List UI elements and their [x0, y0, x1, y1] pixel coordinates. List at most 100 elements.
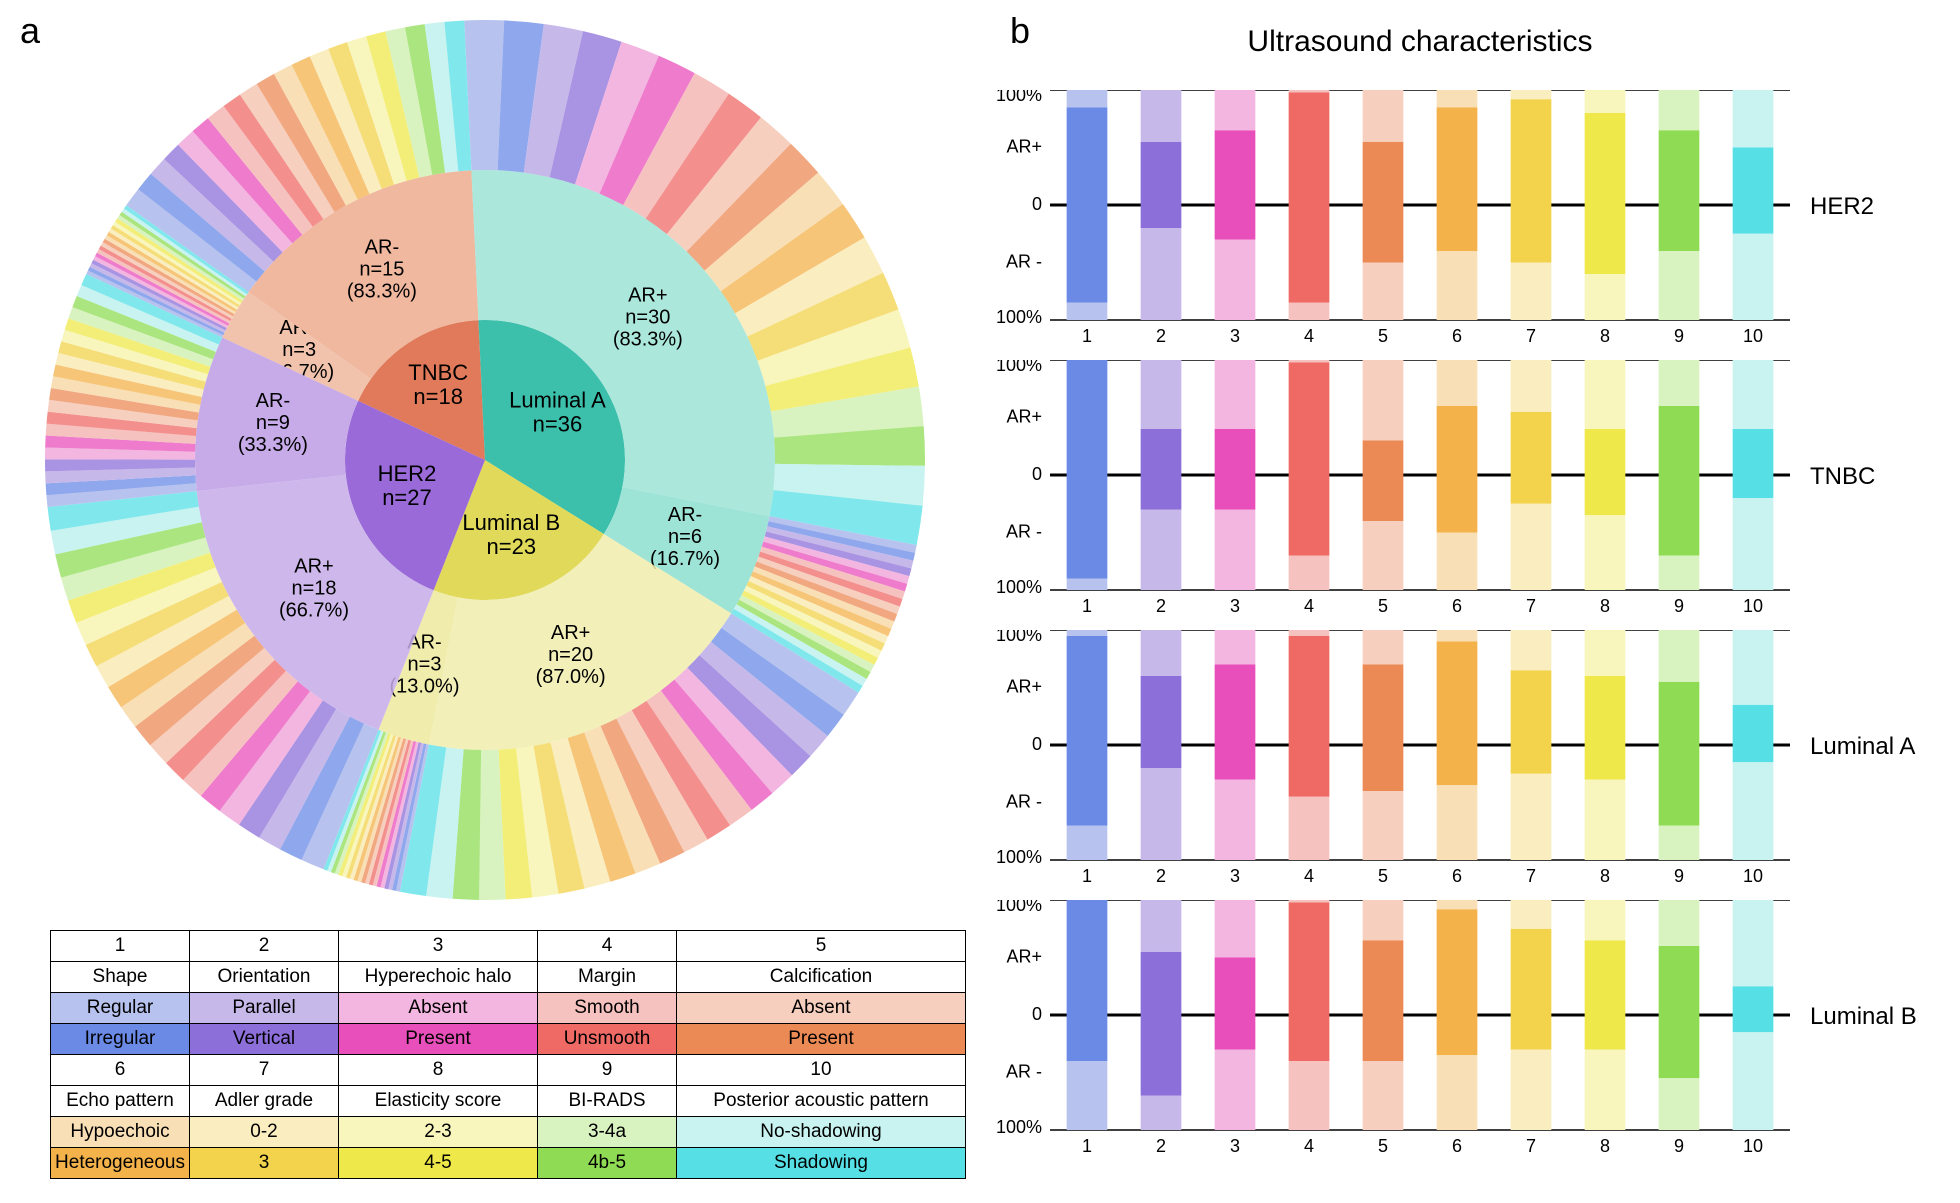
bar-xtick: 5 — [1378, 596, 1388, 616]
bar-ylabel: AR+ — [1006, 137, 1042, 157]
bar-dn-light — [1511, 1050, 1552, 1131]
bar-up-light — [1437, 360, 1478, 406]
bar-xtick: 7 — [1526, 326, 1536, 346]
legend-feature: Calcification — [677, 962, 966, 993]
legend-feature: Orientation — [190, 962, 339, 993]
bar-up-light — [1363, 630, 1404, 665]
bar-up-dark — [1141, 676, 1182, 745]
sunburst-inner-label-LuminalB: Luminal B — [462, 510, 560, 535]
bar-up-dark — [1659, 946, 1700, 1015]
bar-xtick: 4 — [1304, 326, 1314, 346]
subtype-label-LuminalB: Luminal B — [1810, 1003, 1917, 1031]
figure-root: a b TNBCn=18AR+n=3(16.7%)AR-n=15(83.3%)L… — [0, 0, 1960, 1203]
bar-up-light — [1733, 900, 1774, 986]
bar-xtick: 4 — [1304, 596, 1314, 616]
legend-value: Smooth — [538, 993, 677, 1024]
bar-ylabel: 100% — [996, 900, 1042, 915]
bar-ylabel: 100% — [996, 307, 1042, 327]
bar-up-dark — [1141, 429, 1182, 475]
bar-dn-light — [1437, 785, 1478, 860]
bar-dn-dark — [1141, 1015, 1182, 1096]
bar-dn-light — [1215, 1050, 1256, 1131]
barcharts-title: Ultrasound characteristics — [1050, 25, 1790, 59]
legend-value: 0-2 — [190, 1117, 339, 1148]
bar-xtick: 9 — [1674, 326, 1684, 346]
panel-b-label: b — [1010, 10, 1030, 52]
bar-dn-light — [1067, 826, 1108, 861]
bar-up-dark — [1437, 642, 1478, 746]
bar-xtick: 7 — [1526, 866, 1536, 886]
sunburst-inner-label-HER2: HER2 — [378, 461, 437, 486]
legend-value: Present — [677, 1024, 966, 1055]
bar-dn-dark — [1141, 475, 1182, 510]
bar-up-light — [1215, 90, 1256, 130]
bar-xtick: 7 — [1526, 596, 1536, 616]
bar-ylabel: 100% — [996, 630, 1042, 645]
bar-dn-light — [1215, 780, 1256, 861]
bar-ylabel: 0 — [1032, 194, 1042, 214]
svg-text:n=3: n=3 — [282, 339, 316, 361]
bar-up-light — [1437, 90, 1478, 107]
bar-up-light — [1067, 90, 1108, 107]
bar-up-dark — [1289, 636, 1330, 745]
bar-up-light — [1141, 90, 1182, 142]
sunburst-inner-n-TNBC: n=18 — [413, 384, 463, 409]
bar-panel-LuminalA: 100%AR+0AR -100%12345678910 — [990, 630, 1790, 890]
bar-xtick: 3 — [1230, 1136, 1240, 1156]
legend-num: 1 — [51, 931, 190, 962]
bar-xtick: 8 — [1600, 326, 1610, 346]
legend-num: 6 — [51, 1055, 190, 1086]
sunburst-mid-label-LuminalB-AR+: AR+ — [551, 622, 590, 644]
bar-dn-dark — [1215, 475, 1256, 510]
bar-ylabel: 100% — [996, 1117, 1042, 1137]
legend-value: 4b-5 — [538, 1148, 677, 1179]
bar-up-dark — [1067, 900, 1108, 1015]
bar-dn-light — [1585, 274, 1626, 320]
bar-up-dark — [1289, 362, 1330, 475]
bar-dn-light — [1511, 263, 1552, 321]
bar-dn-light — [1363, 521, 1404, 590]
bar-dn-dark — [1437, 1015, 1478, 1055]
sunburst-inner-label-LuminalA: Luminal A — [509, 388, 606, 413]
bar-up-dark — [1585, 429, 1626, 475]
svg-text:(66.7%): (66.7%) — [279, 599, 349, 621]
bar-up-light — [1289, 360, 1330, 362]
bar-xtick: 9 — [1674, 866, 1684, 886]
bar-up-dark — [1215, 130, 1256, 205]
bar-dn-light — [1067, 303, 1108, 320]
svg-text:(83.3%): (83.3%) — [613, 329, 683, 351]
bar-ylabel: AR - — [1006, 792, 1042, 812]
bar-up-light — [1511, 90, 1552, 99]
svg-text:(13.0%): (13.0%) — [389, 675, 459, 697]
bar-ylabel: AR+ — [1006, 407, 1042, 427]
bar-up-light — [1733, 630, 1774, 705]
bar-up-light — [1363, 900, 1404, 940]
bar-up-dark — [1659, 406, 1700, 475]
bar-up-dark — [1585, 113, 1626, 205]
bar-dn-dark — [1363, 205, 1404, 263]
bar-up-dark — [1585, 676, 1626, 745]
bar-xtick: 1 — [1082, 326, 1092, 346]
panel-a-label: a — [20, 10, 40, 52]
bar-xtick: 9 — [1674, 596, 1684, 616]
bar-xtick: 10 — [1743, 596, 1763, 616]
bar-up-dark — [1141, 142, 1182, 205]
bar-dn-dark — [1067, 205, 1108, 303]
sunburst-inner-n-HER2: n=27 — [382, 485, 432, 510]
legend-num: 10 — [677, 1055, 966, 1086]
bar-dn-light — [1141, 1096, 1182, 1131]
bar-dn-light — [1437, 533, 1478, 591]
bar-up-light — [1659, 90, 1700, 130]
bar-dn-dark — [1215, 205, 1256, 240]
bar-dn-dark — [1437, 475, 1478, 533]
bar-ylabel: AR+ — [1006, 947, 1042, 967]
sunburst-inner-n-LuminalB: n=23 — [487, 534, 537, 559]
bar-up-light — [1289, 90, 1330, 92]
bar-ylabel: 0 — [1032, 464, 1042, 484]
bar-up-dark — [1141, 952, 1182, 1015]
bar-xtick: 8 — [1600, 1136, 1610, 1156]
svg-text:(16.7%): (16.7%) — [650, 548, 720, 570]
legend-value: Regular — [51, 993, 190, 1024]
bar-dn-dark — [1659, 475, 1700, 556]
bar-xtick: 4 — [1304, 1136, 1314, 1156]
